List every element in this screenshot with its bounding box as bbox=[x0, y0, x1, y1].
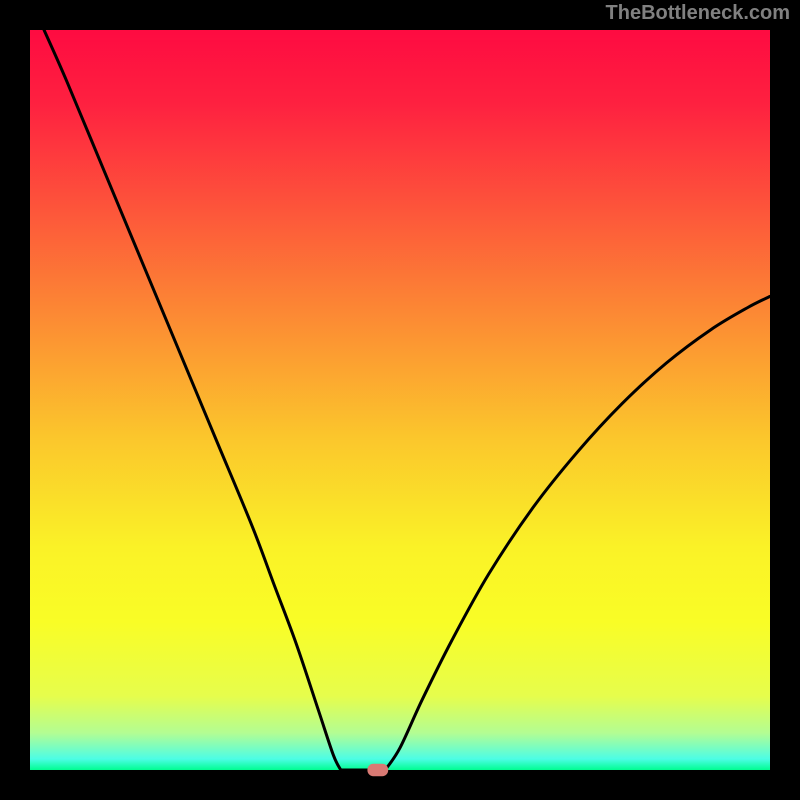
optimal-marker bbox=[367, 764, 388, 777]
plot-background bbox=[30, 30, 770, 770]
watermark-text: TheBottleneck.com bbox=[606, 2, 790, 25]
chart-svg bbox=[0, 0, 800, 800]
chart-stage: TheBottleneck.com bbox=[0, 0, 800, 800]
